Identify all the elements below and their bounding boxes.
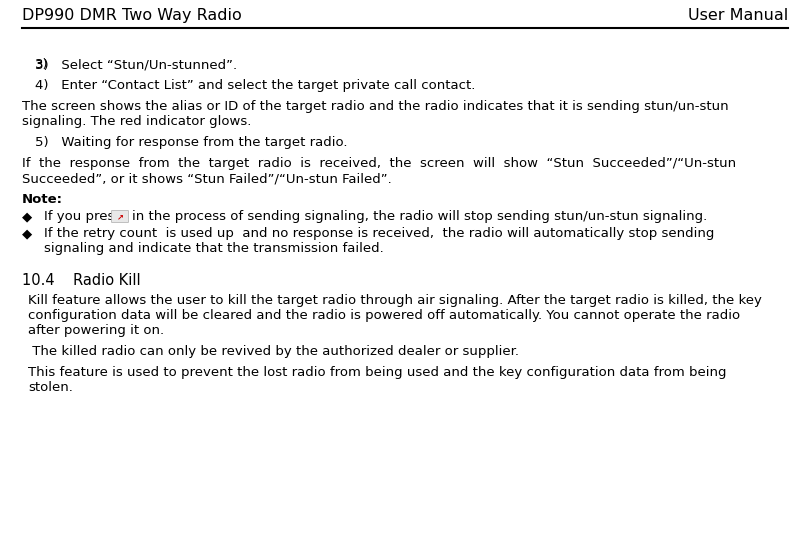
Text: in the process of sending signaling, the radio will stop sending stun/un-stun si: in the process of sending signaling, the…	[132, 210, 707, 223]
Text: If you press: If you press	[44, 210, 122, 223]
Text: configuration data will be cleared and the radio is powered off automatically. Y: configuration data will be cleared and t…	[28, 309, 740, 322]
Text: This feature is used to prevent the lost radio from being used and the key confi: This feature is used to prevent the lost…	[28, 366, 727, 379]
Text: stolen.: stolen.	[28, 381, 73, 394]
Text: User Manual: User Manual	[688, 8, 788, 23]
Text: signaling and indicate that the transmission failed.: signaling and indicate that the transmis…	[44, 242, 384, 255]
Text: 4)   Enter “Contact List” and select the target private call contact.: 4) Enter “Contact List” and select the t…	[35, 79, 475, 92]
Text: Note:: Note:	[22, 193, 63, 206]
Text: ◆: ◆	[22, 210, 32, 223]
Text: Kill feature allows the user to kill the target radio through air signaling. Aft: Kill feature allows the user to kill the…	[28, 294, 762, 307]
FancyBboxPatch shape	[112, 210, 129, 223]
Text: 5)   Waiting for response from the target radio.: 5) Waiting for response from the target …	[35, 136, 347, 149]
Text: 3): 3)	[35, 58, 49, 71]
Text: If the retry count  is used up  and no response is received,  the radio will aut: If the retry count is used up and no res…	[44, 227, 714, 240]
Text: signaling. The red indicator glows.: signaling. The red indicator glows.	[22, 115, 251, 128]
Text: after powering it on.: after powering it on.	[28, 324, 164, 337]
Text: The screen shows the alias or ID of the target radio and the radio indicates tha: The screen shows the alias or ID of the …	[22, 100, 729, 113]
Text: ↗: ↗	[117, 212, 123, 221]
Text: DP990 DMR Two Way Radio: DP990 DMR Two Way Radio	[22, 8, 241, 23]
Text: The killed radio can only be revived by the authorized dealer or supplier.: The killed radio can only be revived by …	[28, 345, 519, 358]
Text: 3)   Select “Stun/Un-stunned”.: 3) Select “Stun/Un-stunned”.	[35, 58, 237, 71]
Text: 10.4    Radio Kill: 10.4 Radio Kill	[22, 273, 141, 288]
Text: If  the  response  from  the  target  radio  is  received,  the  screen  will  s: If the response from the target radio is…	[22, 157, 736, 170]
Text: Succeeded”, or it shows “Stun Failed”/“Un-stun Failed”.: Succeeded”, or it shows “Stun Failed”/“U…	[22, 172, 392, 185]
Text: ◆: ◆	[22, 227, 32, 240]
